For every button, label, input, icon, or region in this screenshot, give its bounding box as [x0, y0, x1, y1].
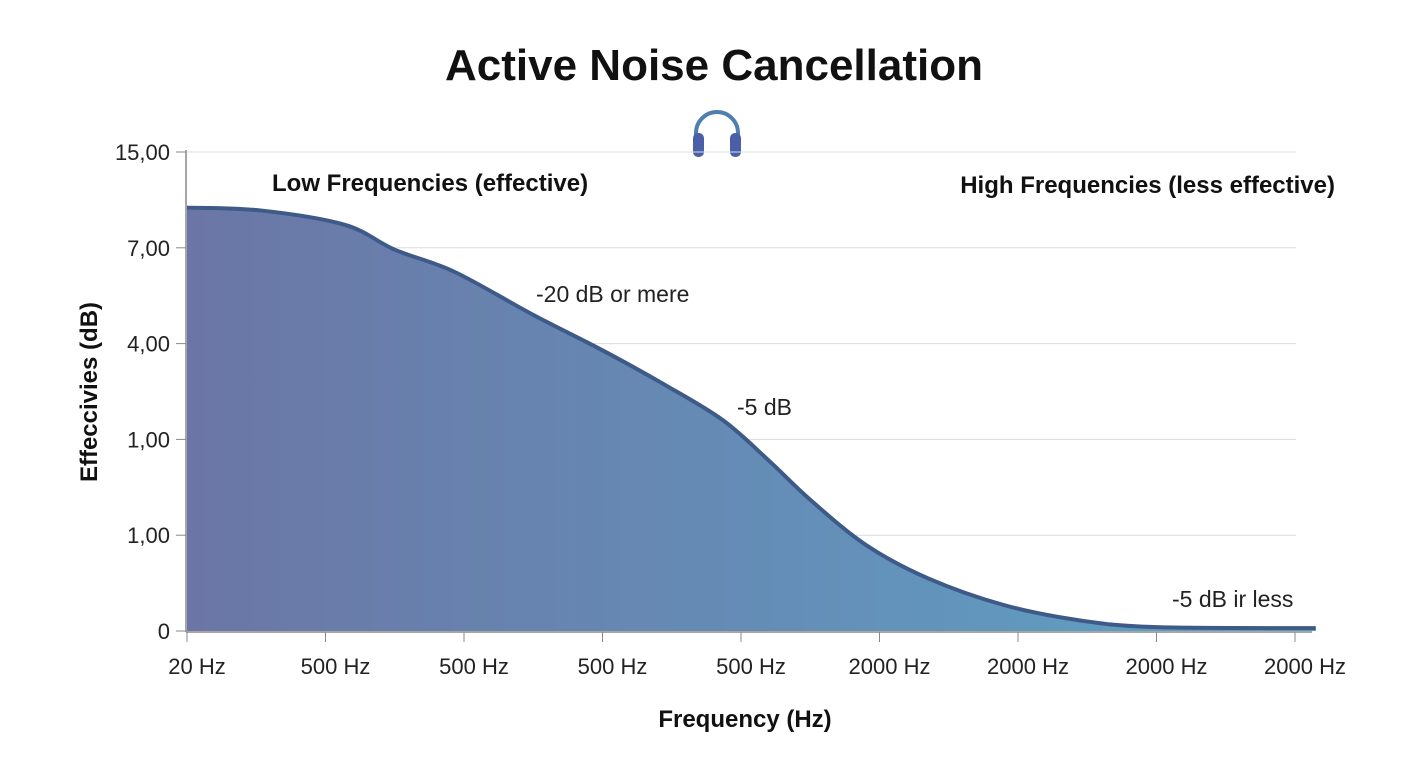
- x-tick-label: 2000 Hz: [987, 654, 1069, 679]
- x-axis-label: Frequency (Hz): [658, 706, 831, 733]
- region-label-high: High Frequencies (less effective): [960, 172, 1335, 199]
- y-tick-label: 7,00: [127, 236, 170, 261]
- x-tick-label: 20 Hz: [168, 654, 225, 679]
- x-tick-label: 500 Hz: [578, 654, 648, 679]
- x-tick-label: 500 Hz: [301, 654, 371, 679]
- y-tick-label: 15,00: [115, 140, 170, 165]
- x-tick-label: 2000 Hz: [1126, 654, 1208, 679]
- chart-title: Active Noise Cancellation: [445, 41, 983, 90]
- annotation-5db-less: -5 dB ir less: [1172, 586, 1293, 612]
- series-line: [186, 205, 1316, 631]
- annotation-20db: -20 dB or mere: [536, 281, 689, 307]
- y-tick-label: 4,00: [127, 332, 170, 357]
- region-label-low: Low Frequencies (effective): [272, 170, 588, 197]
- y-tick-label: 1,00: [127, 427, 170, 452]
- y-tick-label: 0: [158, 619, 170, 644]
- annotation-5db: -5 dB: [737, 394, 792, 420]
- x-tick-label: 2000 Hz: [1264, 654, 1346, 679]
- x-tick-label: 500 Hz: [439, 654, 509, 679]
- headphones-icon: [693, 110, 741, 157]
- y-axis-label: Effeccivies (dB): [76, 302, 103, 482]
- x-tick-label: 2000 Hz: [849, 654, 931, 679]
- y-tick-label: 1,00: [127, 523, 170, 548]
- area-fill: [187, 207, 1316, 631]
- x-tick-label: 500 Hz: [716, 654, 786, 679]
